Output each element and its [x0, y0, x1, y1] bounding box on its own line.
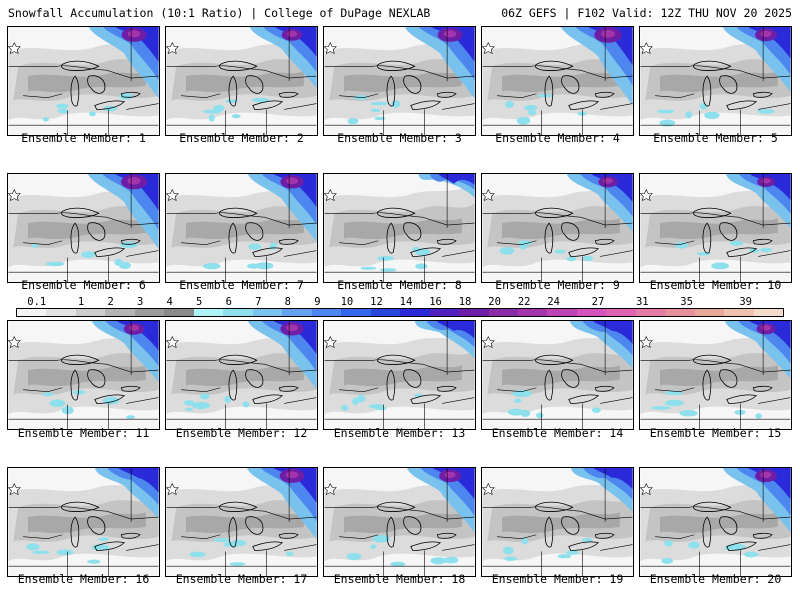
ensemble-member-caption: Ensemble Member: 2: [179, 131, 304, 145]
ensemble-member-caption: Ensemble Member: 18: [333, 572, 466, 586]
colorbar-label: 1: [77, 296, 85, 308]
colorbar-segment: [105, 309, 135, 316]
colorbar-label: 14: [399, 296, 413, 308]
colorbar-segment: [134, 309, 165, 316]
colorbar-segment: [724, 309, 754, 316]
colorbar-segment: [635, 309, 666, 316]
colorbar-label: 8: [284, 296, 292, 308]
ensemble-member-map: [639, 467, 792, 577]
ensemble-member-map: [481, 467, 634, 577]
ensemble-member-map: [323, 467, 476, 577]
colorbar-segment: [400, 309, 430, 316]
ensemble-member-map: [323, 320, 476, 430]
ensemble-member-map: [481, 320, 634, 430]
colorbar-segment: [370, 309, 401, 316]
colorbar-label: 39: [739, 296, 753, 308]
colorbar-segment: [282, 309, 312, 316]
ensemble-member-map: [323, 173, 476, 283]
colorbar-label: 12: [370, 296, 383, 308]
ensemble-member-caption: Ensemble Member: 15: [649, 426, 782, 440]
ensemble-member-map: [639, 320, 792, 430]
snowfall-colorbar: [16, 308, 784, 317]
colorbar-segment: [252, 309, 283, 316]
ensemble-member-caption: Ensemble Member: 6: [21, 278, 146, 292]
colorbar-segment: [606, 309, 636, 316]
colorbar-segment: [576, 309, 607, 316]
colorbar-label: 31: [635, 296, 649, 308]
ensemble-member-caption: Ensemble Member: 17: [175, 572, 308, 586]
colorbar-segment: [429, 309, 460, 316]
colorbar-label: 35: [680, 296, 693, 308]
colorbar-label: 16: [429, 296, 442, 308]
ensemble-member-map: [481, 26, 634, 136]
ensemble-member-caption: Ensemble Member: 20: [649, 572, 782, 586]
ensemble-member-caption: Ensemble Member: 7: [179, 278, 304, 292]
colorbar-segment: [17, 309, 47, 316]
colorbar-label: 4: [166, 296, 173, 308]
colorbar-label: 27: [591, 296, 605, 308]
colorbar-segment: [311, 309, 342, 316]
colorbar-label: 7: [255, 296, 262, 308]
colorbar-label: 22: [517, 296, 531, 308]
colorbar-segment: [753, 309, 784, 316]
ensemble-member-caption: Ensemble Member: 5: [653, 131, 778, 145]
colorbar-label: 5: [196, 296, 203, 308]
ensemble-member-caption: Ensemble Member: 16: [17, 572, 150, 586]
ensemble-member-caption: Ensemble Member: 4: [495, 131, 620, 145]
colorbar-segment: [488, 309, 518, 316]
ensemble-member-caption: Ensemble Member: 19: [491, 572, 624, 586]
ensemble-member-caption: Ensemble Member: 11: [17, 426, 150, 440]
ensemble-member-caption: Ensemble Member: 10: [649, 278, 782, 292]
colorbar-segment: [193, 309, 224, 316]
ensemble-member-map: [7, 467, 160, 577]
colorbar-label: 3: [136, 296, 144, 308]
ensemble-member-map: [7, 26, 160, 136]
ensemble-member-map: [7, 320, 160, 430]
colorbar-label: 9: [314, 296, 321, 308]
ensemble-member-map: [165, 467, 318, 577]
map-title: Snowfall Accumulation (10:1 Ratio) | Col…: [8, 6, 431, 20]
colorbar-segment: [665, 309, 695, 316]
colorbar-label: 18: [458, 296, 472, 308]
ensemble-member-caption: Ensemble Member: 1: [21, 131, 146, 145]
ensemble-member-caption: Ensemble Member: 13: [333, 426, 466, 440]
colorbar-segment: [547, 309, 577, 316]
ensemble-member-map: [639, 26, 792, 136]
ensemble-member-caption: Ensemble Member: 3: [337, 131, 462, 145]
colorbar-label: 10: [340, 296, 354, 308]
colorbar-label: 6: [225, 296, 232, 308]
ensemble-member-map: [165, 173, 318, 283]
ensemble-member-caption: Ensemble Member: 12: [175, 426, 308, 440]
colorbar-label: 20: [488, 296, 501, 308]
ensemble-member-caption: Ensemble Member: 9: [495, 278, 620, 292]
colorbar-segment: [46, 309, 76, 316]
ensemble-member-caption: Ensemble Member: 8: [337, 278, 462, 292]
colorbar-segment: [694, 309, 725, 316]
colorbar-label: 0.1: [27, 296, 47, 308]
run-info: 06Z GEFS | F102 Valid: 12Z THU NOV 20 20…: [501, 6, 792, 20]
ensemble-member-caption: Ensemble Member: 14: [491, 426, 624, 440]
ensemble-member-map: [7, 173, 160, 283]
colorbar-segment: [341, 309, 371, 316]
colorbar-segment: [164, 309, 194, 316]
colorbar-labels: 0.1 1 2 3 4 5 6 7 8 9 10 12 14 16 18 20 22 24 27 31 35 39: [16, 296, 784, 308]
ensemble-member-map: [323, 26, 476, 136]
colorbar-segment: [459, 309, 489, 316]
ensemble-member-map: [165, 320, 318, 430]
colorbar-segment: [517, 309, 548, 316]
colorbar-segment: [75, 309, 106, 316]
ensemble-member-map: [481, 173, 634, 283]
ensemble-member-map: [165, 26, 318, 136]
colorbar-label: 2: [107, 296, 114, 308]
ensemble-member-map: [639, 173, 792, 283]
colorbar-label: 24: [547, 296, 561, 308]
colorbar-segment: [223, 309, 253, 316]
